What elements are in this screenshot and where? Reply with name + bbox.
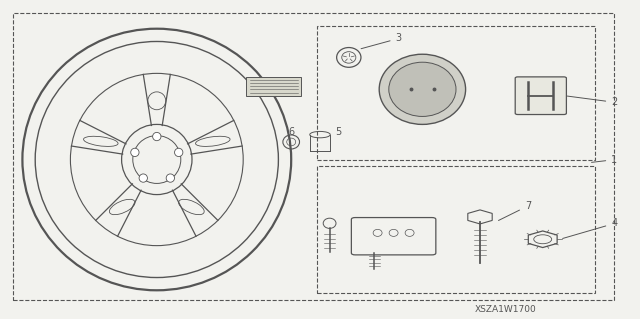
Ellipse shape: [153, 132, 161, 141]
Text: 7: 7: [499, 201, 531, 220]
Text: 2: 2: [567, 96, 618, 107]
Text: 5: 5: [335, 127, 342, 137]
Text: 6: 6: [288, 127, 294, 137]
Ellipse shape: [196, 136, 230, 146]
Ellipse shape: [166, 174, 175, 182]
Ellipse shape: [131, 148, 139, 157]
Ellipse shape: [175, 148, 183, 157]
Text: 1: 1: [591, 155, 618, 165]
Ellipse shape: [380, 54, 466, 124]
Ellipse shape: [179, 199, 204, 215]
FancyBboxPatch shape: [246, 77, 301, 96]
Text: 3: 3: [361, 33, 402, 49]
FancyBboxPatch shape: [515, 77, 566, 115]
Ellipse shape: [139, 174, 147, 182]
Text: 4: 4: [563, 219, 618, 239]
Text: XSZA1W1700: XSZA1W1700: [475, 305, 536, 314]
Ellipse shape: [389, 62, 456, 116]
Ellipse shape: [109, 199, 135, 215]
Ellipse shape: [148, 92, 166, 110]
Ellipse shape: [84, 136, 118, 146]
